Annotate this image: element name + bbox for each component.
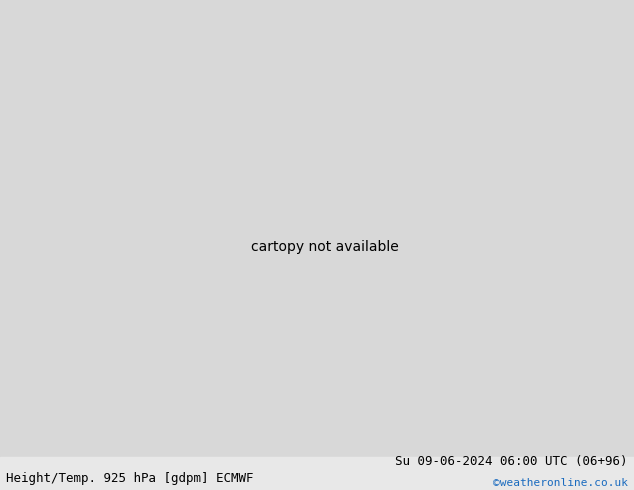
Text: ©weatheronline.co.uk: ©weatheronline.co.uk bbox=[493, 478, 628, 488]
Text: cartopy not available: cartopy not available bbox=[251, 241, 399, 254]
Text: Su 09-06-2024 06:00 UTC (06+96): Su 09-06-2024 06:00 UTC (06+96) bbox=[395, 455, 628, 468]
Text: Height/Temp. 925 hPa [gdpm] ECMWF: Height/Temp. 925 hPa [gdpm] ECMWF bbox=[6, 472, 254, 485]
